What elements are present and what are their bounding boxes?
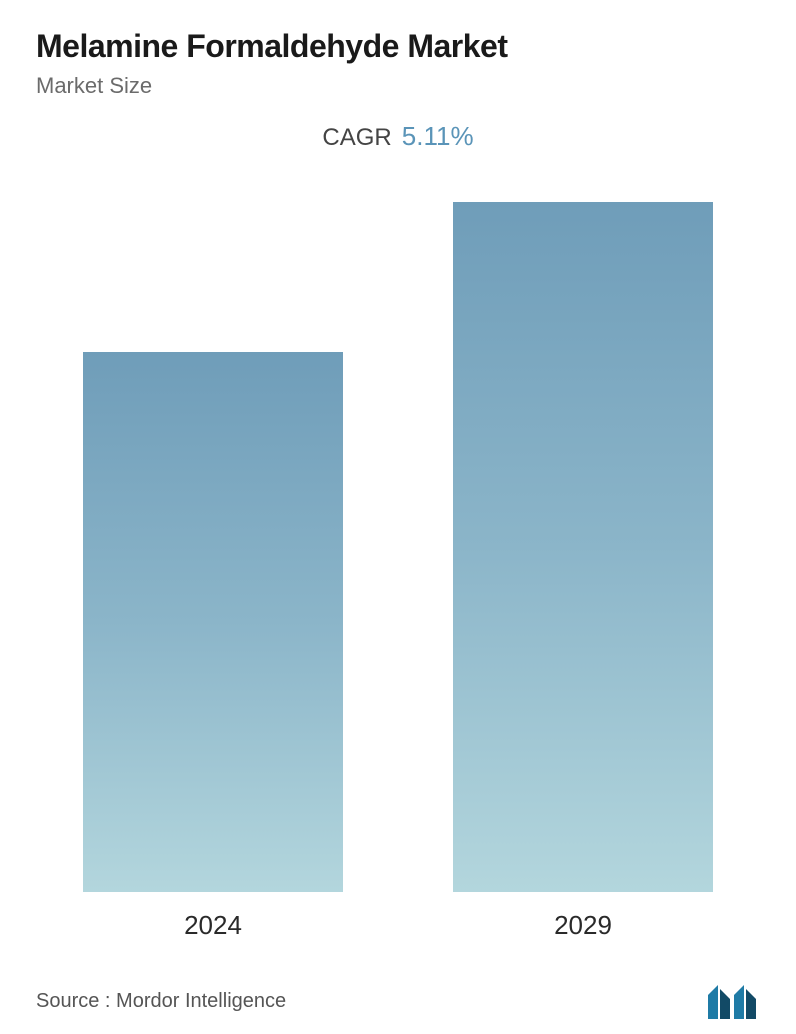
- bar-1: [453, 202, 713, 892]
- bar-chart: 2024 2029: [36, 202, 760, 941]
- chart-title: Melamine Formaldehyde Market: [36, 28, 760, 65]
- chart-container: Melamine Formaldehyde Market Market Size…: [0, 0, 796, 1034]
- chart-subtitle: Market Size: [36, 73, 760, 99]
- cagr-row: CAGR 5.11%: [36, 121, 760, 152]
- bar-label-0: 2024: [184, 910, 242, 941]
- cagr-label: CAGR: [322, 124, 391, 152]
- bar-0: [83, 352, 343, 892]
- bar-label-1: 2029: [554, 910, 612, 941]
- footer: Source : Mordor Intelligence: [36, 981, 760, 1021]
- brand-logo-icon: [706, 981, 760, 1021]
- cagr-value: 5.11%: [402, 121, 474, 152]
- source-text: Source : Mordor Intelligence: [36, 990, 286, 1013]
- bar-group-1: 2029: [453, 202, 713, 941]
- bar-group-0: 2024: [83, 352, 343, 941]
